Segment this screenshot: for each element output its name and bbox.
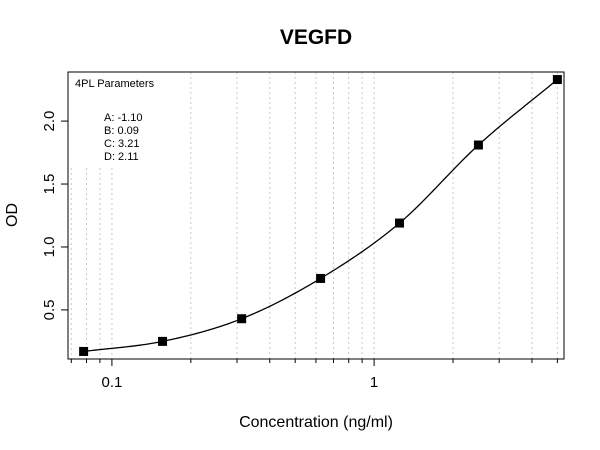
- y-axis: 0.5 1.0 1.5 2.0: [41, 111, 68, 320]
- data-point: [395, 218, 405, 228]
- x-tick-label: 0.1: [101, 374, 122, 391]
- param-d: D: 2.11: [104, 151, 139, 163]
- y-tick-label: 1.5: [41, 174, 58, 195]
- fit-curve-group: [83, 79, 558, 353]
- param-b: B: 0.09: [104, 125, 139, 137]
- data-point: [237, 314, 247, 324]
- param-a: A: -1.10: [104, 112, 143, 124]
- plot-frame: [67, 71, 565, 360]
- data-point: [316, 273, 326, 283]
- x-axis-label: Concentration (ng/ml): [239, 414, 393, 431]
- x-axis: 0.1 1: [70, 359, 558, 391]
- data-point: [473, 140, 483, 150]
- grid-lines: [70, 72, 558, 359]
- params-title: 4PL Parameters: [75, 78, 155, 90]
- y-tick-label: 0.5: [41, 299, 58, 320]
- y-tick-label: 1.0: [41, 237, 58, 258]
- data-point: [79, 346, 89, 356]
- chart-title: VEGFD: [280, 26, 352, 49]
- data-point: [158, 336, 168, 346]
- data-point: [552, 75, 562, 85]
- fit-curve: [83, 79, 558, 353]
- y-axis-label: OD: [4, 203, 21, 227]
- params-box: 4PL Parameters A: -1.10 B: 0.09 C: 3.21 …: [75, 78, 155, 163]
- x-tick-label: 1: [370, 374, 378, 391]
- y-tick-label: 2.0: [41, 111, 58, 132]
- data-points: [79, 75, 562, 356]
- param-c: C: 3.21: [104, 138, 139, 150]
